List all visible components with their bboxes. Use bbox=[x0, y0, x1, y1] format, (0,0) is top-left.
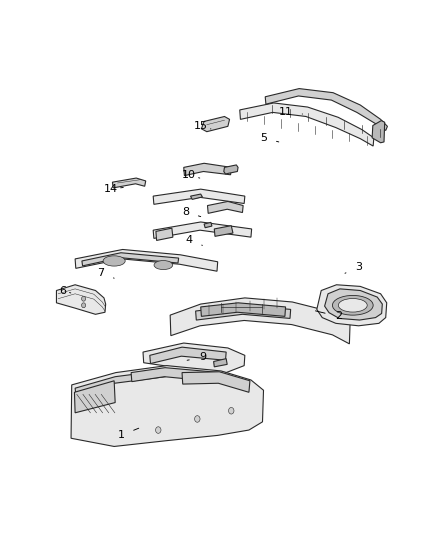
Polygon shape bbox=[204, 222, 212, 228]
Polygon shape bbox=[71, 366, 264, 447]
Polygon shape bbox=[214, 359, 227, 367]
Polygon shape bbox=[184, 163, 231, 175]
Text: 6: 6 bbox=[60, 286, 71, 295]
Ellipse shape bbox=[103, 256, 125, 266]
Polygon shape bbox=[214, 225, 233, 236]
Polygon shape bbox=[240, 103, 374, 146]
Circle shape bbox=[229, 407, 234, 414]
Polygon shape bbox=[325, 289, 382, 320]
Polygon shape bbox=[75, 370, 166, 394]
Ellipse shape bbox=[332, 295, 373, 315]
Polygon shape bbox=[75, 249, 218, 271]
Text: 3: 3 bbox=[345, 262, 362, 273]
Ellipse shape bbox=[154, 261, 173, 270]
Circle shape bbox=[81, 303, 86, 308]
Text: 14: 14 bbox=[104, 184, 123, 194]
Text: 8: 8 bbox=[182, 207, 201, 217]
Polygon shape bbox=[201, 117, 230, 132]
Polygon shape bbox=[372, 120, 385, 143]
Polygon shape bbox=[150, 347, 226, 364]
Text: 5: 5 bbox=[260, 133, 279, 143]
Polygon shape bbox=[74, 381, 115, 413]
Polygon shape bbox=[182, 372, 250, 392]
Polygon shape bbox=[131, 368, 220, 382]
Polygon shape bbox=[156, 228, 173, 240]
Polygon shape bbox=[143, 343, 245, 373]
Polygon shape bbox=[317, 285, 387, 326]
Text: 9: 9 bbox=[187, 352, 206, 362]
Circle shape bbox=[155, 427, 161, 433]
Circle shape bbox=[194, 416, 200, 422]
Polygon shape bbox=[113, 178, 146, 188]
Polygon shape bbox=[57, 285, 106, 314]
Polygon shape bbox=[82, 253, 179, 266]
Polygon shape bbox=[196, 305, 291, 320]
Polygon shape bbox=[170, 298, 350, 344]
Text: 1: 1 bbox=[117, 428, 139, 440]
Ellipse shape bbox=[339, 298, 367, 312]
Text: 11: 11 bbox=[279, 107, 303, 117]
Text: 2: 2 bbox=[315, 311, 342, 321]
Text: 4: 4 bbox=[185, 236, 202, 245]
Polygon shape bbox=[191, 194, 202, 199]
Text: 10: 10 bbox=[182, 170, 200, 180]
Polygon shape bbox=[208, 201, 243, 213]
Polygon shape bbox=[224, 165, 238, 174]
Polygon shape bbox=[153, 222, 251, 238]
Circle shape bbox=[81, 296, 86, 301]
Text: 15: 15 bbox=[194, 122, 211, 131]
Text: 7: 7 bbox=[97, 268, 114, 278]
Polygon shape bbox=[201, 303, 286, 317]
Polygon shape bbox=[153, 189, 245, 204]
Polygon shape bbox=[265, 88, 387, 131]
